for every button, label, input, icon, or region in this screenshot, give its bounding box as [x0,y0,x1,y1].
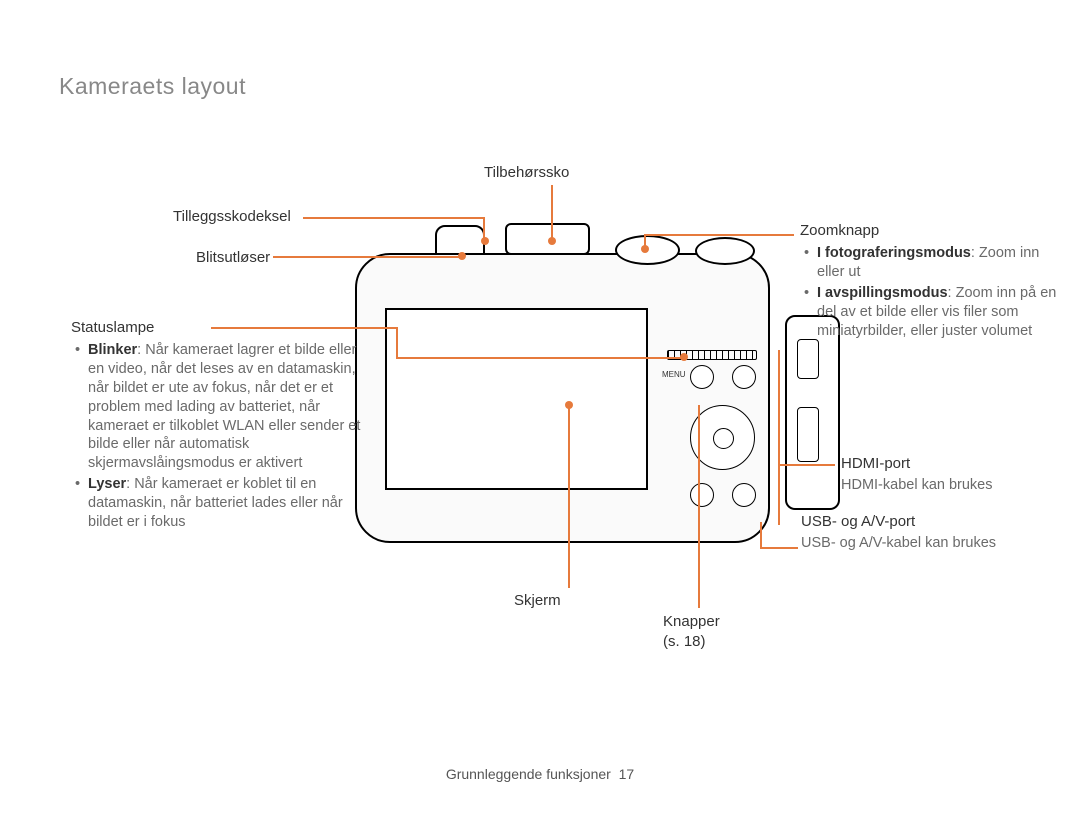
label-zoomknapp: Zoomknapp I fotograferingsmodus: Zoom in… [800,221,1060,342]
label-tilbehorssko: Tilbehørssko [484,163,569,183]
footer-section: Grunnleggende funksjoner [446,766,611,782]
label-text: Blitsutløser [196,249,270,266]
label-usb: USB- og A/V-port USB- og A/V-kabel kan b… [801,512,996,554]
page-title: Kameraets layout [59,73,246,100]
camera-port-door [785,315,840,510]
label-blitsutloser: Blitsutløser [196,248,270,268]
camera-screen [385,308,648,490]
label-text: Tilbehørssko [484,164,569,181]
zoom-list: I fotograferingsmodus: Zoom inn eller ut… [800,244,1060,340]
delete-button-icon [732,483,756,507]
usb-port-icon [797,407,819,462]
fn-button-icon [732,365,756,389]
menu-button-icon [690,365,714,389]
callout-line [760,522,762,547]
hdmi-port-icon [797,339,819,379]
label-title: HDMI-port [841,454,993,474]
bold-label: I avspillingsmodus [817,285,948,301]
camera-flash-housing [435,225,485,255]
label-title: USB- og A/V-port [801,512,996,532]
label-text: Skjerm [514,592,561,609]
callout-line [483,217,485,240]
camera-diagram: MENU [355,215,805,550]
camera-mode-dial [695,237,755,265]
bold-label: Blinker [88,342,137,358]
callout-line [396,357,683,359]
page-footer: Grunnleggende funksjoner 17 [0,766,1080,782]
callout-line [644,234,646,249]
callout-line [780,464,835,466]
list-item: I fotograferingsmodus: Zoom inn eller ut [804,244,1060,282]
label-text: Tilleggsskodeksel [173,208,291,225]
bold-label: I fotograferingsmodus [817,245,971,261]
callout-line [760,547,798,549]
bold-label: Lyser [88,476,126,492]
label-desc: HDMI-kabel kan brukes [841,476,993,496]
label-desc: USB- og A/V-kabel kan brukes [801,534,996,554]
label-hdmi: HDMI-port HDMI-kabel kan brukes [841,454,993,496]
callout-line [644,234,794,236]
callout-line [568,405,570,588]
label-title: Statuslampe [71,318,363,338]
label-title: Zoomknapp [800,221,1060,241]
callout-line [273,256,461,258]
label-skjerm: Skjerm [514,591,561,611]
label-statuslampe: Statuslampe Blinker: Når kameraet lagrer… [71,318,363,534]
callout-line [396,327,398,357]
label-text: (s. 18) [663,632,720,652]
label-knapper: Knapper (s. 18) [663,612,720,653]
callout-line [778,420,780,525]
item-text: : Når kameraet er koblet til en datamask… [88,476,343,530]
camera-buttons: MENU [680,370,765,520]
label-tilleggsskodeksel: Tilleggsskodeksel [173,207,291,227]
list-item: Blinker: Når kameraet lagrer et bilde el… [75,341,363,473]
ok-button-icon [713,428,734,449]
item-text: : Når kameraet lagrer et bilde eller en … [88,342,360,471]
menu-icon-label: MENU [662,370,686,379]
label-text: Knapper [663,612,720,632]
callout-line [698,405,700,608]
footer-page-number: 17 [619,766,635,782]
callout-line [551,185,553,240]
statuslampe-list: Blinker: Når kameraet lagrer et bilde el… [71,341,363,531]
list-item: Lyser: Når kameraet er koblet til en dat… [75,475,363,532]
play-button-icon [690,483,714,507]
callout-line [303,217,485,219]
list-item: I avspillingsmodus: Zoom inn på en del a… [804,284,1060,341]
